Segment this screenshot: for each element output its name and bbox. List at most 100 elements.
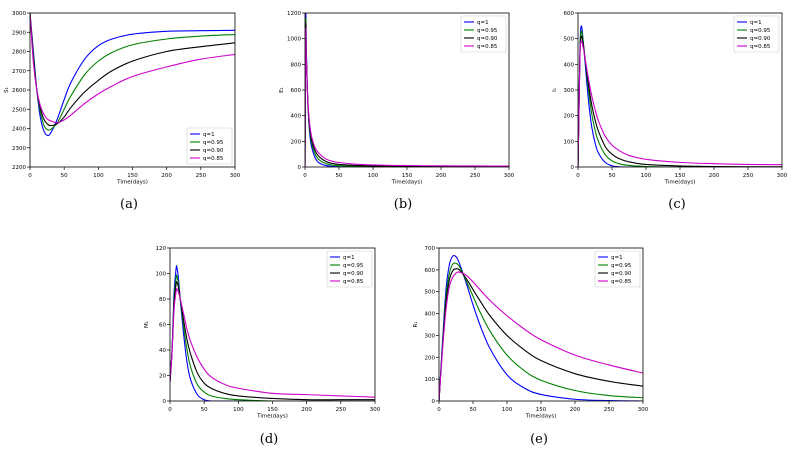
x-tick-label-d-4: 200 <box>301 407 312 413</box>
series-line-a-0 <box>30 13 235 137</box>
y-tick-label-c-2: 200 <box>564 114 575 120</box>
legend-label-e-1: q=0.95 <box>611 263 632 269</box>
x-tick-label-c-1: 50 <box>609 173 616 179</box>
x-axis-label-c: Time(days) <box>664 180 696 186</box>
y-axis-label-d: M₁ <box>144 321 150 328</box>
y-tick-label-b-5: 1000 <box>287 37 301 43</box>
x-tick-label-b-1: 50 <box>336 173 343 179</box>
y-axis-label-e: R₁ <box>413 321 419 327</box>
chart-a: 0 50 100 150 200 250 300 2200 2300 2400 2500 2600 27… <box>4 11 241 186</box>
y-tick-label-d-0: 0 <box>163 399 167 405</box>
y-tick-label-e-4: 400 <box>425 312 436 318</box>
y-axis-label-b: E₁ <box>279 87 285 93</box>
x-tick-label-a-2: 100 <box>93 173 104 179</box>
series-line-e-2 <box>439 268 643 401</box>
series-line-a-3 <box>30 13 235 124</box>
series-line-c-0 <box>578 25 782 167</box>
y-tick-label-c-5: 500 <box>564 37 575 43</box>
legend-label-a-1: q=0.95 <box>203 140 224 146</box>
caption-d: (d) <box>259 432 279 447</box>
y-tick-label-e-5: 500 <box>425 290 436 296</box>
y-tick-label-d-6: 120 <box>156 246 167 252</box>
legend-label-b-2: q=0.90 <box>477 36 498 42</box>
x-tick-label-a-0: 0 <box>28 173 32 179</box>
chart-c: 0 50 100 150 200 250 300 0 100 200 300 400 500 600 Tim… <box>552 11 788 186</box>
caption-e: (e) <box>530 432 548 447</box>
y-tick-label-c-6: 600 <box>564 11 575 17</box>
x-tick-label-a-1: 50 <box>61 173 68 179</box>
legend-box-c <box>733 15 780 53</box>
y-tick-label-a-5: 2700 <box>12 69 26 75</box>
x-tick-label-c-0: 0 <box>576 173 580 179</box>
legend-label-a-3: q=0.85 <box>203 156 224 162</box>
legend-label-c-0: q=1 <box>750 20 762 26</box>
x-tick-label-d-3: 150 <box>267 407 278 413</box>
legend-label-b-0: q=1 <box>477 20 489 26</box>
caption-b: (b) <box>393 197 413 212</box>
x-tick-label-d-2: 100 <box>233 407 244 413</box>
chart-d: 0 50 100 150 200 250 300 0 20 40 60 80 100 120 Time(da… <box>144 246 381 420</box>
x-tick-label-d-6: 300 <box>370 407 381 413</box>
legend-label-a-2: q=0.90 <box>203 148 224 154</box>
y-tick-label-c-4: 400 <box>564 62 575 68</box>
y-tick-label-e-1: 100 <box>425 377 436 383</box>
x-tick-label-b-0: 0 <box>303 173 307 179</box>
y-tick-label-b-6: 1200 <box>287 11 301 17</box>
y-tick-label-b-4: 800 <box>291 62 302 68</box>
y-tick-label-a-2: 2400 <box>12 127 26 133</box>
x-tick-label-a-4: 200 <box>161 173 172 179</box>
x-tick-label-b-2: 100 <box>368 173 379 179</box>
y-tick-label-a-0: 2200 <box>12 165 26 171</box>
y-tick-label-d-2: 40 <box>159 348 166 354</box>
x-tick-label-b-4: 200 <box>436 173 447 179</box>
y-tick-label-e-7: 700 <box>425 246 436 252</box>
legend-label-c-3: q=0.85 <box>750 44 771 50</box>
y-tick-label-b-0: 0 <box>298 165 302 171</box>
y-tick-label-e-2: 200 <box>425 355 436 361</box>
series-line-d-1 <box>170 274 375 401</box>
y-tick-label-a-6: 2800 <box>12 50 26 56</box>
legend-box-a <box>186 127 233 165</box>
x-tick-label-b-6: 300 <box>504 173 515 179</box>
x-tick-label-e-4: 200 <box>570 407 581 413</box>
legend-label-d-3: q=0.85 <box>343 279 364 285</box>
x-tick-label-d-1: 50 <box>201 407 208 413</box>
x-axis-label-b: Time(days) <box>391 180 423 186</box>
series-line-d-3 <box>170 288 375 398</box>
x-tick-label-e-1: 50 <box>470 407 477 413</box>
y-tick-label-a-3: 2500 <box>12 107 26 113</box>
series-line-d-2 <box>170 281 375 401</box>
legend-label-d-2: q=0.90 <box>343 271 364 277</box>
x-tick-label-c-5: 250 <box>743 173 754 179</box>
y-tick-label-a-4: 2600 <box>12 88 26 94</box>
y-tick-label-b-3: 600 <box>291 88 302 94</box>
x-tick-label-d-0: 0 <box>168 407 172 413</box>
y-tick-label-e-3: 300 <box>425 333 436 339</box>
series-line-b-3 <box>305 28 509 167</box>
legend-label-e-3: q=0.85 <box>611 279 632 285</box>
x-tick-label-c-2: 100 <box>641 173 652 179</box>
x-tick-label-e-3: 150 <box>536 407 547 413</box>
y-axis-label-a: S₁ <box>4 87 10 93</box>
x-tick-label-b-3: 150 <box>402 173 413 179</box>
legend-label-d-0: q=1 <box>343 255 355 261</box>
y-tick-label-e-0: 0 <box>432 399 436 405</box>
x-tick-label-e-5: 250 <box>604 407 615 413</box>
series-line-e-1 <box>439 262 643 401</box>
legend-label-a-0: q=1 <box>203 132 215 138</box>
x-tick-label-e-0: 0 <box>437 407 441 413</box>
x-tick-label-c-4: 200 <box>709 173 720 179</box>
x-tick-label-e-2: 100 <box>502 407 513 413</box>
caption-c: (c) <box>668 197 686 212</box>
y-tick-label-d-5: 100 <box>156 272 167 278</box>
legend-label-b-3: q=0.85 <box>477 44 498 50</box>
x-tick-label-c-6: 300 <box>777 173 788 179</box>
series-line-e-3 <box>439 271 643 401</box>
legend-label-c-2: q=0.90 <box>750 36 771 42</box>
x-tick-label-c-3: 150 <box>675 173 686 179</box>
legend-label-e-2: q=0.90 <box>611 271 632 277</box>
legend-label-b-1: q=0.95 <box>477 28 498 34</box>
legend-box-b <box>460 15 507 53</box>
legend-box-e <box>594 250 641 288</box>
